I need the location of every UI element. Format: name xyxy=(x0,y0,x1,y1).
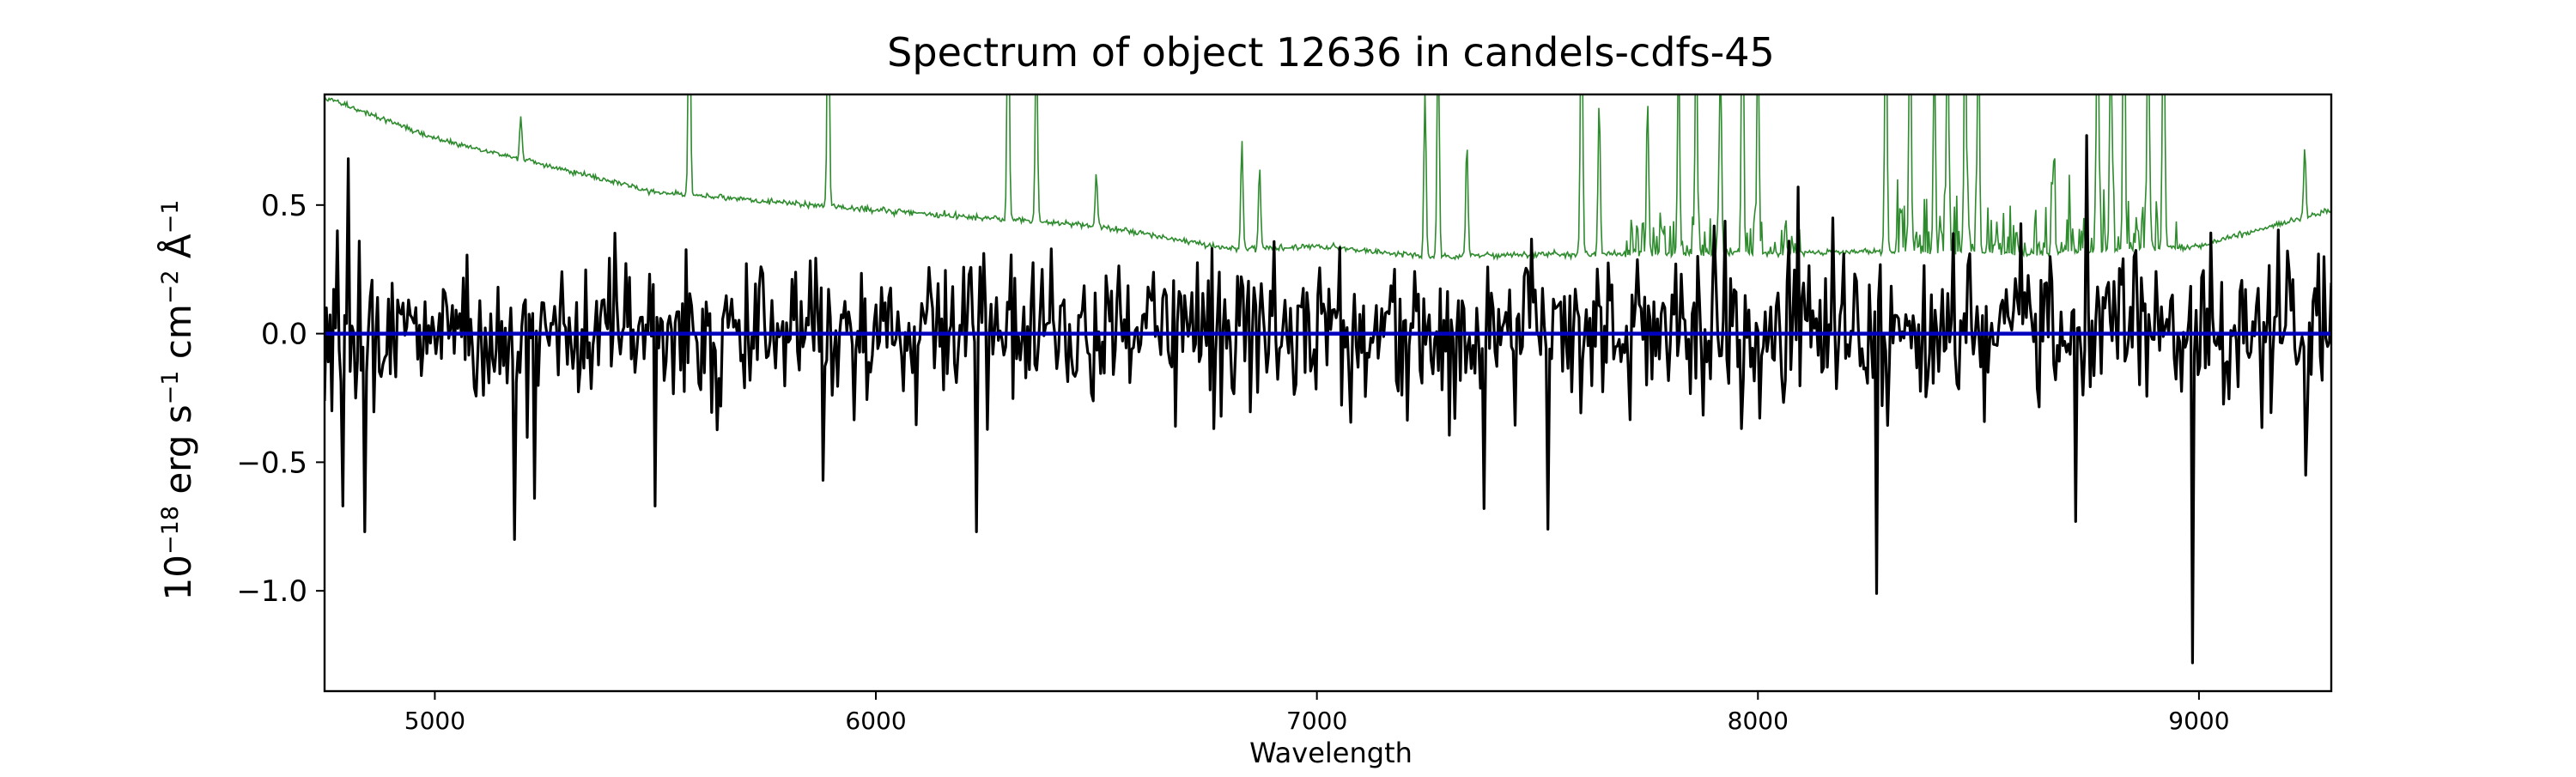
y-label-base: 10 xyxy=(157,555,199,600)
y-label-unit-cm: cm xyxy=(157,304,199,370)
axes-layer: 5000 6000 7000 8000 9000 0.5 0.0 −0.5 −1.0 xyxy=(236,93,2333,735)
chart-title: Spectrum of object 12636 in candels-cdfs… xyxy=(887,29,1775,76)
y-label-exp: −1 xyxy=(157,200,184,234)
y-label-exp: −18 xyxy=(157,506,184,555)
x-axis-label: Wavelength xyxy=(1249,737,1413,769)
plot-layer xyxy=(325,94,2331,665)
error-spectrum-line xyxy=(325,94,2331,262)
x-tick-label: 9000 xyxy=(2168,707,2229,735)
x-tick-label: 5000 xyxy=(404,707,465,735)
x-tick-label: 8000 xyxy=(1728,707,1789,735)
y-label-exp: −2 xyxy=(157,270,184,304)
flux-spectrum-line xyxy=(325,134,2331,665)
y-axis-label: 10−18 erg s−1 cm−2 Å−1 xyxy=(156,200,199,601)
x-tick-label: 6000 xyxy=(845,707,906,735)
y-tick-label: −1.0 xyxy=(236,574,307,609)
y-tick-label: 0.5 xyxy=(261,189,307,223)
y-label-exp: −1 xyxy=(157,371,184,405)
y-tick-label: 0.0 xyxy=(261,318,307,352)
y-label-unit-angstrom: Å xyxy=(156,234,199,270)
x-tick-label: 7000 xyxy=(1286,707,1347,735)
y-tick-label: −0.5 xyxy=(236,446,307,480)
y-label-unit-s: erg s xyxy=(157,404,199,506)
plot-frame xyxy=(323,93,2333,693)
